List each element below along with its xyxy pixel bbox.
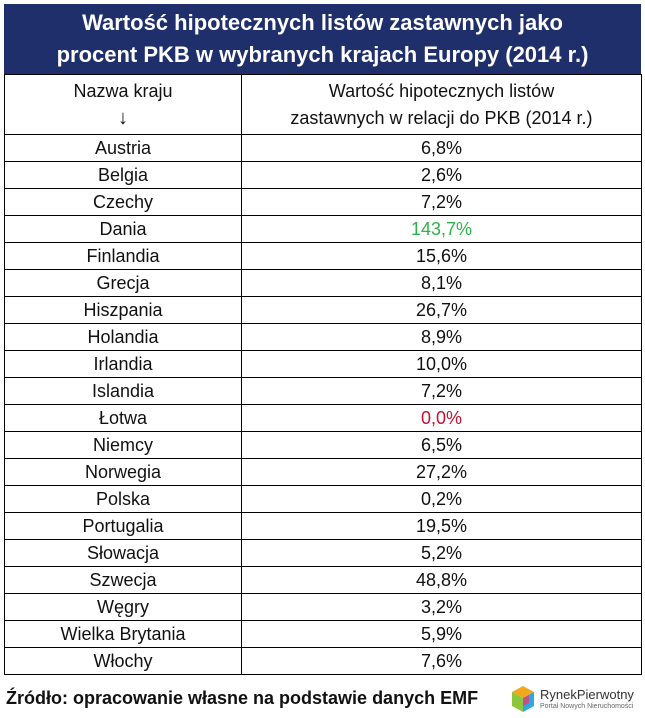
table-row: Portugalia 19,5% [4,512,642,540]
value-cell: 15,6% [241,242,642,270]
country-cell: Austria [4,134,242,162]
country-cell: Węgry [4,593,242,621]
header-value: Wartość hipotecznych listów zastawnych w… [241,74,642,135]
table-row: Holandia 8,9% [4,323,642,351]
country-cell: Norwegia [4,458,242,486]
table-row: Niemcy 6,5% [4,431,642,459]
table-row: Austria 6,8% [4,134,642,162]
value-cell: 3,2% [241,593,642,621]
value-cell: 2,6% [241,161,642,189]
country-cell: Finlandia [4,242,242,270]
value-cell: 8,1% [241,269,642,297]
country-cell: Belgia [4,161,242,189]
table-row: Włochy 7,6% [4,647,642,675]
header-row: Nazwa kraju ↓ Wartość hipotecznych listó… [4,74,642,135]
title-line-2: procent PKB w wybranych krajach Europy (… [56,42,589,67]
country-cell: Holandia [4,323,242,351]
value-cell: 5,2% [241,539,642,567]
table-body: Austria 6,8% Belgia 2,6% Czechy 7,2% Dania 143,… [4,134,642,675]
table-row: Łotwa 0,0% [4,404,642,432]
title-line-1: Wartość hipotecznych listów zastawnych j… [82,10,563,35]
value-cell: 7,6% [241,647,642,675]
country-cell: Irlandia [4,350,242,378]
value-cell: 0,0% [241,404,642,432]
value-cell: 19,5% [241,512,642,540]
value-cell: 0,2% [241,485,642,513]
value-cell: 7,2% [241,188,642,216]
header-value-line-2: zastawnych w relacji do PKB (2014 r.) [290,107,593,128]
country-cell: Wielka Brytania [4,620,242,648]
table-row: Szwecja 48,8% [4,566,642,594]
country-cell: Hiszpania [4,296,242,324]
table-row: Dania 143,7% [4,215,642,243]
country-cell: Grecja [4,269,242,297]
table-row: Wielka Brytania 5,9% [4,620,642,648]
country-cell: Polska [4,485,242,513]
header-value-line-1: Wartość hipotecznych listów [328,80,555,101]
country-cell: Szwecja [4,566,242,594]
cube-logo-icon [512,686,534,712]
value-cell: 48,8% [241,566,642,594]
table-row: Słowacja 5,2% [4,539,642,567]
down-arrow-icon: ↓ [118,106,128,129]
value-cell: 6,8% [241,134,642,162]
value-cell: 7,2% [241,377,642,405]
logo-name: RynekPierwotny [540,687,634,702]
country-cell: Portugalia [4,512,242,540]
table-row: Polska 0,2% [4,485,642,513]
table-row: Czechy 7,2% [4,188,642,216]
table-row: Grecja 8,1% [4,269,642,297]
table-row: Irlandia 10,0% [4,350,642,378]
value-cell: 143,7% [241,215,642,243]
country-cell: Czechy [4,188,242,216]
table-row: Węgry 3,2% [4,593,642,621]
table-row: Islandia 7,2% [4,377,642,405]
value-cell: 27,2% [241,458,642,486]
value-cell: 5,9% [241,620,642,648]
header-country-label: Nazwa kraju [73,80,173,101]
table-row: Hiszpania 26,7% [4,296,642,324]
table-row: Finlandia 15,6% [4,242,642,270]
value-cell: 8,9% [241,323,642,351]
data-table: Nazwa kraju ↓ Wartość hipotecznych listó… [4,74,642,675]
country-cell: Dania [4,215,242,243]
country-cell: Islandia [4,377,242,405]
source-note: Źródło: opracowanie własne na podstawie … [6,688,479,708]
logo-tagline: Portal Nowych Nieruchomości [540,703,634,710]
brand-logo: RynekPierwotny Portal Nowych Nieruchomoś… [510,683,642,715]
country-cell: Słowacja [4,539,242,567]
country-cell: Łotwa [4,404,242,432]
value-cell: 10,0% [241,350,642,378]
table-row: Belgia 2,6% [4,161,642,189]
header-country: Nazwa kraju ↓ [4,74,242,135]
country-cell: Włochy [4,647,242,675]
value-cell: 26,7% [241,296,642,324]
chart-title: Wartość hipotecznych listów zastawnych j… [4,4,641,74]
country-cell: Niemcy [4,431,242,459]
table-row: Norwegia 27,2% [4,458,642,486]
value-cell: 6,5% [241,431,642,459]
